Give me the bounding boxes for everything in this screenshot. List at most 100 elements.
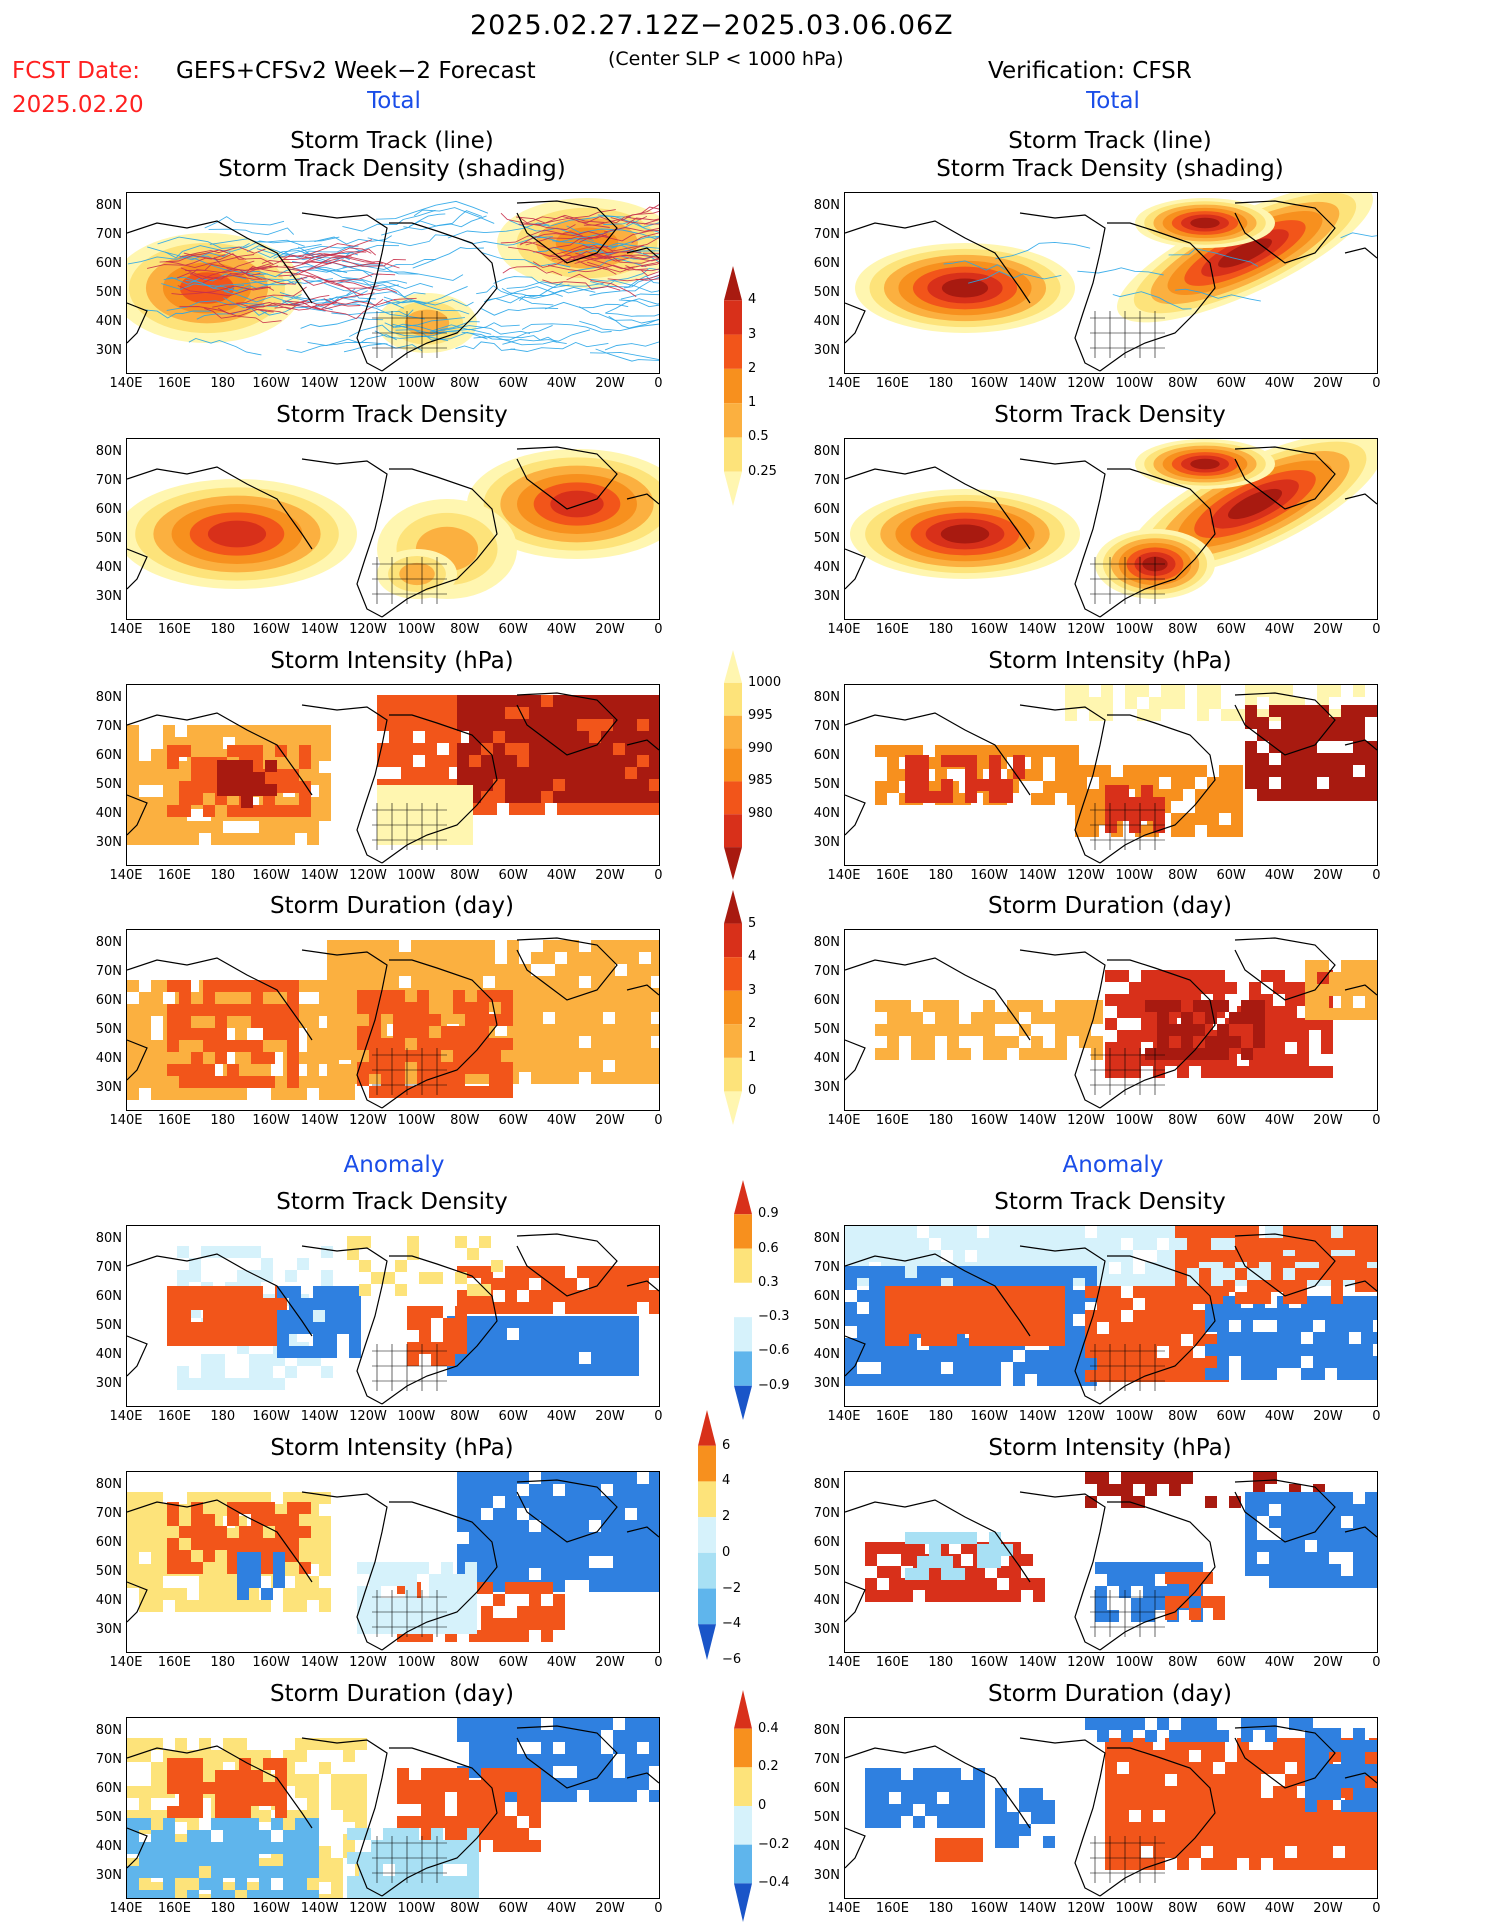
lon-label: 180: [210, 868, 236, 883]
lon-label: 140W: [300, 1113, 339, 1128]
lat-label: 40N: [95, 560, 122, 575]
cb-an-duration-colorbar: [734, 1690, 752, 1926]
lon-label: 120W: [349, 622, 387, 637]
lat-label: 80N: [813, 1723, 840, 1738]
lon-label: 20W: [1313, 622, 1343, 637]
lat-label: 30N: [813, 1622, 840, 1637]
lat-label: 50N: [95, 1810, 122, 1825]
colorbar-label: 2: [748, 1016, 757, 1032]
lon-label: 120W: [349, 1409, 387, 1424]
panel-title: Storm Track Density: [994, 402, 1226, 428]
colorbar-label: 6: [722, 1437, 731, 1453]
lon-label: 0: [1372, 868, 1381, 883]
lon-label: 20W: [595, 376, 625, 391]
colorbar-label: 0.2: [758, 1759, 779, 1775]
lat-label: 70N: [95, 1506, 122, 1521]
lon-label: 160E: [157, 622, 191, 637]
lon-label: 180: [928, 1901, 954, 1916]
lon-label: 140W: [1018, 868, 1057, 883]
lat-label: 70N: [95, 1752, 122, 1767]
lon-label: 40W: [546, 868, 577, 883]
lon-label: 180: [928, 376, 954, 391]
map-panel-vf-intensity: [844, 684, 1378, 866]
lon-label: 120W: [1067, 376, 1105, 391]
lon-label: 160E: [875, 622, 909, 637]
lon-label: 80W: [1168, 1113, 1198, 1128]
colorbar-label: 2: [748, 360, 757, 376]
lon-label: 80W: [450, 1409, 480, 1424]
colorbar-label: 0.5: [748, 429, 769, 445]
lon-label: 120W: [1067, 622, 1105, 637]
map-panel-vf-track: [844, 192, 1378, 374]
lon-label: 0: [1372, 1901, 1381, 1916]
lon-label: 60W: [1216, 1409, 1246, 1424]
panel-title: Storm Duration (day): [988, 893, 1232, 919]
lat-label: 40N: [95, 1051, 122, 1066]
lon-label: 0: [1372, 1409, 1381, 1424]
lat-label: 70N: [813, 719, 840, 734]
lat-label: 30N: [813, 1080, 840, 1095]
lon-label: 140E: [109, 1113, 143, 1128]
lat-label: 50N: [95, 1022, 122, 1037]
colorbar-label: −0.3: [758, 1309, 790, 1325]
lon-label: 180: [928, 1113, 954, 1128]
lat-label: 70N: [813, 964, 840, 979]
lon-label: 160W: [970, 376, 1009, 391]
lon-label: 180: [210, 376, 236, 391]
lat-label: 70N: [813, 473, 840, 488]
lat-label: 60N: [95, 748, 122, 763]
section-anomaly-left: Anomaly: [343, 1152, 445, 1178]
lon-label: 0: [654, 1409, 663, 1424]
lon-label: 100W: [1115, 1409, 1154, 1424]
lat-label: 70N: [813, 1752, 840, 1767]
section-total-left: Total: [367, 88, 421, 114]
map-vf-density: [845, 439, 1377, 618]
lon-label: 160W: [970, 622, 1009, 637]
lat-label: 60N: [813, 748, 840, 763]
colorbar-label: 0: [722, 1544, 731, 1560]
colorbar-label: 995: [748, 707, 773, 723]
map-vf-duration: [845, 937, 1377, 1109]
lon-label: 180: [210, 1409, 236, 1424]
map-panel-fc-an-intensity: [126, 1471, 660, 1653]
lon-label: 60W: [498, 1655, 528, 1670]
lat-label: 80N: [95, 198, 122, 213]
lat-label: 80N: [813, 935, 840, 950]
lon-label: 120W: [1067, 1113, 1105, 1128]
lon-label: 100W: [397, 1655, 436, 1670]
lon-label: 140E: [827, 622, 861, 637]
lat-label: 80N: [813, 1477, 840, 1492]
lon-label: 140W: [300, 1901, 339, 1916]
lon-label: 80W: [1168, 1655, 1198, 1670]
lon-label: 120W: [1067, 868, 1105, 883]
lon-label: 160W: [970, 1409, 1009, 1424]
lon-label: 120W: [349, 868, 387, 883]
map-vf-an-density: [845, 1226, 1377, 1405]
map-panel-fc-track: [126, 192, 660, 374]
lat-label: 70N: [95, 1260, 122, 1275]
lon-label: 40W: [1264, 1655, 1295, 1670]
cb-an-density-colorbar: [734, 1180, 752, 1424]
lat-label: 80N: [813, 198, 840, 213]
lat-label: 60N: [95, 1781, 122, 1796]
lon-label: 80W: [450, 622, 480, 637]
lon-label: 140W: [300, 376, 339, 391]
colorbar-label: 985: [748, 773, 773, 789]
map-fc-intensity: [127, 692, 659, 864]
colorbar-label: −0.2: [758, 1836, 790, 1852]
panel-title: Storm Duration (day): [988, 1681, 1232, 1707]
colorbar-label: 0.25: [748, 463, 777, 479]
lon-label: 20W: [1313, 376, 1343, 391]
lon-label: 20W: [595, 1113, 625, 1128]
lat-label: 30N: [95, 589, 122, 604]
lat-label: 40N: [95, 1347, 122, 1362]
lon-label: 80W: [1168, 868, 1198, 883]
colorbar-label: 0: [758, 1798, 767, 1813]
lon-label: 160E: [157, 376, 191, 391]
colorbar-label: −0.6: [758, 1343, 790, 1359]
lon-label: 120W: [1067, 1655, 1105, 1670]
lon-label: 120W: [1067, 1409, 1105, 1424]
lon-label: 100W: [1115, 1113, 1154, 1128]
lon-label: 100W: [397, 1901, 436, 1916]
map-panel-vf-density: [844, 438, 1378, 620]
